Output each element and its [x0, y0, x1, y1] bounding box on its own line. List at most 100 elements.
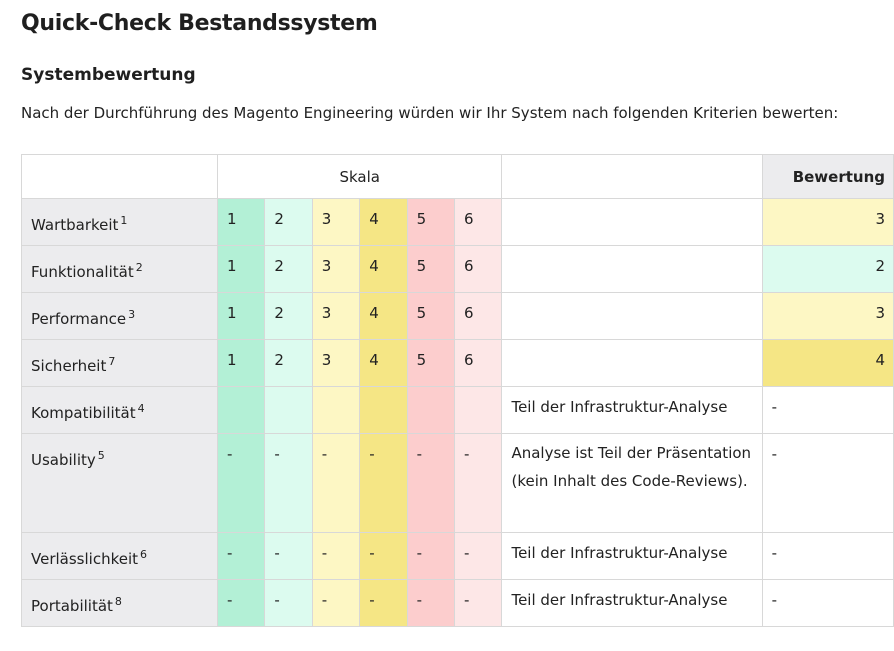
- scale-cell-4: 4: [359, 245, 408, 293]
- criterion-label: Usability: [31, 451, 96, 469]
- scale-cell-4: 4: [359, 339, 408, 387]
- rating-cell: -: [761, 386, 894, 434]
- section-heading: Systembewertung: [21, 65, 196, 85]
- criterion-cell: Funktionalität 2: [21, 245, 218, 293]
- scale-cell-1: -: [216, 433, 266, 533]
- criterion-cell: Usability 5: [21, 433, 218, 533]
- scale-cell-1: -: [216, 579, 266, 627]
- scale-cell-1: [216, 386, 266, 434]
- scale-cell-3: [311, 386, 361, 434]
- scale-cell-5: -: [406, 579, 456, 627]
- scale-cell-4: [359, 386, 408, 434]
- scale-cell-2: 2: [264, 339, 313, 387]
- criterion-label: Funktionalität: [31, 263, 134, 281]
- table-row: Kompatibilität 4 Teil der Infrastruktur-An…: [21, 386, 894, 434]
- rating-table: Skala Bewertung Wartbarkeit 1 1 2 3 4 5 6 3 Funkt…: [21, 154, 894, 627]
- table-row: Funktionalität 2 1 2 3 4 5 6 2: [21, 245, 894, 293]
- footnote-marker: 1: [120, 214, 128, 227]
- scale-cell-6: 6: [454, 198, 503, 246]
- table-row: Sicherheit 7 1 2 3 4 5 6 4: [21, 339, 894, 387]
- footnote-marker: 2: [135, 261, 143, 274]
- scale-cell-3: 3: [311, 292, 361, 340]
- criterion-cell: Portabilität 8: [21, 579, 218, 627]
- rating-cell: 3: [761, 292, 894, 340]
- scale-cell-2: 2: [264, 292, 313, 340]
- rating-cell: -: [761, 579, 894, 627]
- rating-cell: -: [761, 532, 894, 580]
- scale-cell-3: 3: [311, 198, 361, 246]
- scale-cell-1: -: [216, 532, 266, 580]
- rating-cell: 3: [761, 198, 894, 246]
- scale-cell-2: -: [264, 579, 313, 627]
- scale-cell-3: -: [311, 579, 361, 627]
- intro-text: Nach der Durchführung des Magento Engine…: [21, 104, 839, 122]
- scale-cell-3: 3: [311, 339, 361, 387]
- scale-cell-1: 1: [216, 245, 266, 293]
- scale-cell-2: -: [264, 532, 313, 580]
- table-row: Performance 3 1 2 3 4 5 6 3: [21, 292, 894, 340]
- scale-cell-4: -: [359, 433, 408, 533]
- scale-cell-5: 5: [406, 339, 456, 387]
- footnote-marker: 3: [128, 308, 136, 321]
- criterion-label: Kompatibilität: [31, 404, 136, 422]
- page-title: Quick-Check Bestandssystem: [21, 11, 378, 36]
- scale-cell-4: 4: [359, 198, 408, 246]
- scale-cell-6: -: [454, 579, 503, 627]
- scale-cell-6: [454, 386, 503, 434]
- note-cell: Teil der Infrastruktur-Analyse: [501, 579, 763, 627]
- note-cell: [501, 198, 763, 246]
- scale-cell-2: [264, 386, 313, 434]
- criterion-label: Wartbarkeit: [31, 216, 119, 234]
- criterion-cell: Verlässlichkeit 6: [21, 532, 218, 580]
- table-row: Portabilität 8- - - - - - Teil der Infrastruktu…: [21, 579, 894, 627]
- table-row: Verlässlichkeit 6- - - - - - Teil der Infrastru…: [21, 532, 894, 580]
- header-criterion: [21, 154, 218, 199]
- scale-cell-5: [406, 386, 456, 434]
- criterion-cell: Sicherheit 7: [21, 339, 218, 387]
- scale-cell-5: -: [406, 532, 456, 580]
- criterion-cell: Kompatibilität 4: [21, 386, 218, 434]
- note-cell: [501, 245, 763, 293]
- scale-cell-2: -: [264, 433, 313, 533]
- scale-cell-6: 6: [454, 292, 503, 340]
- scale-cell-4: -: [359, 532, 408, 580]
- rating-cell: 2: [761, 245, 894, 293]
- footnote-marker: 8: [114, 595, 122, 608]
- note-cell: [501, 339, 763, 387]
- scale-cell-3: 3: [311, 245, 361, 293]
- footnote-marker: 7: [108, 355, 116, 368]
- criterion-label: Verlässlichkeit: [31, 550, 138, 568]
- scale-cell-1: 1: [216, 292, 266, 340]
- scale-cell-2: 2: [264, 245, 313, 293]
- note-cell: Teil der Infrastruktur-Analyse: [501, 532, 763, 580]
- footnote-marker: 5: [97, 449, 105, 462]
- rating-cell: 4: [761, 339, 894, 387]
- scale-cell-4: -: [359, 579, 408, 627]
- header-note: [501, 154, 763, 199]
- scale-cell-3: -: [311, 532, 361, 580]
- criterion-cell: Performance 3: [21, 292, 218, 340]
- scale-cell-5: 5: [406, 292, 456, 340]
- scale-cell-6: 6: [454, 245, 503, 293]
- note-cell: [501, 292, 763, 340]
- criterion-label: Performance: [31, 310, 127, 328]
- scale-cell-5: -: [406, 433, 456, 533]
- header-rating: Bewertung: [761, 154, 894, 199]
- criterion-label: Portabilität: [31, 597, 113, 615]
- criterion-label: Sicherheit: [31, 357, 107, 375]
- scale-cell-3: -: [311, 433, 361, 533]
- scale-cell-1: 1: [216, 198, 266, 246]
- scale-cell-2: 2: [264, 198, 313, 246]
- note-cell: Teil der Infrastruktur-Analyse: [501, 386, 763, 434]
- scale-cell-6: 6: [454, 339, 503, 387]
- scale-cell-5: 5: [406, 245, 456, 293]
- footnote-marker: 6: [140, 548, 147, 561]
- page: Quick-Check Bestandssystem Systembewertu…: [0, 0, 894, 124]
- header-scale: Skala: [216, 154, 503, 199]
- note-cell: Analyse ist Teil der Präsentation (kein …: [501, 433, 763, 533]
- scale-cell-4: 4: [359, 292, 408, 340]
- table-row: Wartbarkeit 1 1 2 3 4 5 6 3: [21, 198, 894, 246]
- scale-cell-6: -: [454, 433, 503, 533]
- footnote-marker: 4: [137, 402, 145, 415]
- scale-cell-6: -: [454, 532, 503, 580]
